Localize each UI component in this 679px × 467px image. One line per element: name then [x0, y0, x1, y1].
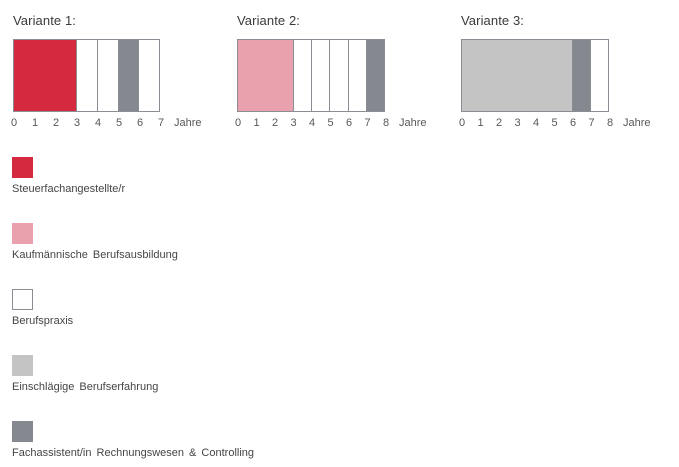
- axis-tick-label: 3: [73, 117, 81, 129]
- axis-tick-label: 4: [308, 117, 316, 129]
- legend-label: Steuerfachangestellte/r: [12, 183, 126, 195]
- axis-tick-label: 8: [382, 117, 390, 129]
- timeline-bar: [13, 39, 160, 112]
- bar-segment: [311, 40, 330, 111]
- bar-segment: [347, 40, 366, 111]
- legend-item: Kaufmännische Berufsausbildung: [12, 223, 352, 262]
- axis-tick-label: 0: [234, 117, 242, 129]
- legend-label: Fachassistent/in Rechnungswesen & Contro…: [12, 447, 255, 459]
- axis-tick-label: 5: [115, 117, 123, 129]
- legend-color-swatch: [12, 157, 33, 178]
- axis-tick-label: 4: [532, 117, 540, 129]
- axis-tick-label: 1: [477, 117, 484, 129]
- timeline-bar: [461, 39, 609, 112]
- axis-tick-label: 0: [458, 117, 466, 129]
- axis-tick-label: 3: [514, 117, 521, 129]
- timeline-bar: [237, 39, 385, 112]
- axis-tick-label: 6: [136, 117, 144, 129]
- variant-title: Variante 3:: [461, 13, 525, 28]
- bar-segment: [329, 40, 348, 111]
- variant-title: Variante 2:: [237, 13, 301, 28]
- variant-title: Variante 1:: [13, 13, 77, 28]
- axis-tick-label: 6: [569, 117, 577, 129]
- legend-color-swatch: [12, 223, 33, 244]
- variant-group-2: Variante 2: 0 1 2 3 4 5 6 7 8 Jahre: [234, 13, 455, 153]
- bar-segment: [117, 40, 139, 111]
- legend-label: Einschlägige Berufserfahrung: [12, 381, 159, 393]
- bar-segment: [76, 40, 97, 111]
- legend-label: Berufspraxis: [12, 315, 74, 327]
- axis-tick-label: 6: [345, 117, 353, 129]
- axis-tick-label: 8: [606, 117, 614, 129]
- legend-item: Einschlägige Berufserfahrung: [12, 355, 352, 394]
- bar-segment: [292, 40, 311, 111]
- axis-unit-label: Jahre: [399, 117, 427, 129]
- legend-label: Kaufmännische Berufsausbildung: [12, 249, 178, 261]
- legend: Steuerfachangestellte/r Kaufmännische Ber…: [12, 157, 352, 460]
- legend-color-swatch: [12, 355, 33, 376]
- legend-color-swatch: [12, 289, 33, 310]
- bar-segment: [571, 40, 590, 111]
- legend-item: Fachassistent/in Rechnungswesen & Contro…: [12, 421, 352, 460]
- axis-tick-label: 7: [157, 117, 165, 129]
- bar-segment: [96, 40, 118, 111]
- axis-tick-label: 2: [495, 117, 503, 129]
- axis-unit-label: Jahre: [623, 117, 651, 129]
- legend-color-swatch: [12, 421, 33, 442]
- axis-tick-label: 1: [253, 117, 260, 129]
- bar-segment: [138, 40, 159, 111]
- axis-tick-label: 7: [364, 117, 371, 129]
- bar-segment: [365, 40, 384, 111]
- bar-segment: [589, 40, 608, 111]
- axis-tick-label: 4: [94, 117, 102, 129]
- axis-tick-label: 2: [271, 117, 279, 129]
- axis-tick-label: 3: [290, 117, 297, 129]
- axis-tick-label: 0: [10, 117, 18, 129]
- bar-segment: [462, 40, 572, 111]
- variant-group-1: Variante 1: 0 1 2 3 4 5 6 7 Jahre: [10, 13, 230, 153]
- bar-segment: [14, 40, 77, 111]
- axis-unit-label: Jahre: [174, 117, 202, 129]
- axis-tick-label: 7: [588, 117, 595, 129]
- legend-item: Berufspraxis: [12, 289, 352, 328]
- legend-item: Steuerfachangestellte/r: [12, 157, 352, 196]
- axis-tick-label: 5: [327, 117, 334, 129]
- variant-group-3: Variante 3: 0 1 2 3 4 5 6 7 8 Jahre: [458, 13, 679, 153]
- axis-tick-label: 5: [551, 117, 558, 129]
- axis-tick-label: 1: [31, 117, 39, 129]
- axis-tick-label: 2: [52, 117, 60, 129]
- bar-segment: [238, 40, 293, 111]
